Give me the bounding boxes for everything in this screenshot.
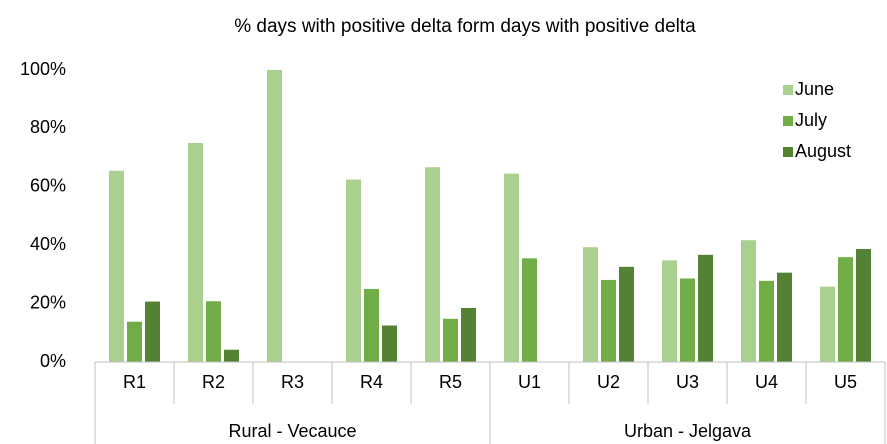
bar	[601, 279, 616, 362]
bar	[504, 173, 519, 362]
bar	[698, 254, 713, 362]
bar	[583, 247, 598, 362]
legend-label: June	[795, 79, 834, 99]
group-label: Rural - Vecauce	[228, 421, 356, 441]
bar	[346, 179, 361, 362]
y-tick-label: 40%	[30, 234, 66, 254]
bar	[127, 321, 142, 362]
bar	[619, 266, 634, 362]
x-tick-label: R5	[439, 372, 462, 392]
y-tick-label: 80%	[30, 117, 66, 137]
chart-title: % days with positive delta form days wit…	[234, 16, 696, 37]
x-tick-label: R1	[123, 372, 146, 392]
legend-swatch	[783, 116, 793, 126]
y-tick-label: 60%	[30, 176, 66, 196]
x-tick-label: U3	[676, 372, 699, 392]
y-tick-label: 20%	[30, 292, 66, 312]
bar	[856, 248, 871, 362]
y-tick-label: 100%	[20, 59, 66, 79]
x-tick-label: U5	[834, 372, 857, 392]
legend-label: July	[795, 110, 827, 130]
bar	[777, 272, 792, 362]
bar	[382, 325, 397, 362]
x-tick-label: U1	[518, 372, 541, 392]
bar	[522, 258, 537, 362]
bar	[224, 349, 239, 362]
bar	[188, 143, 203, 362]
x-tick-label: R4	[360, 372, 383, 392]
x-tick-label: R2	[202, 372, 225, 392]
bar	[741, 240, 756, 362]
group-label: Urban - Jelgava	[624, 421, 752, 441]
bar	[267, 70, 282, 362]
bar	[662, 260, 677, 362]
legend-swatch	[783, 85, 793, 95]
bar	[838, 257, 853, 362]
bar	[145, 301, 160, 362]
x-tick-label: U4	[755, 372, 778, 392]
bar	[425, 167, 440, 362]
bar	[820, 286, 835, 362]
bar	[680, 278, 695, 362]
bar	[364, 289, 379, 362]
x-tick-label: U2	[597, 372, 620, 392]
bar	[443, 318, 458, 362]
bar	[109, 170, 124, 362]
bar	[206, 301, 221, 362]
legend-label: August	[795, 141, 851, 161]
y-tick-label: 0%	[40, 351, 66, 371]
x-tick-label: R3	[281, 372, 304, 392]
legend-swatch	[783, 147, 793, 157]
bar	[461, 307, 476, 362]
bar	[759, 280, 774, 362]
